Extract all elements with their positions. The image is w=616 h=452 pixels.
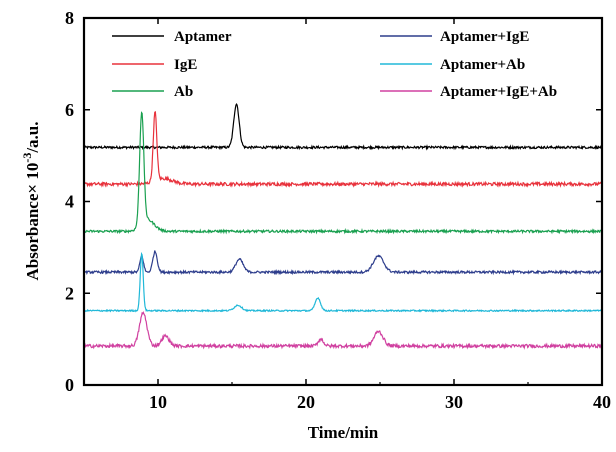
x-tick-label: 20 [297, 392, 315, 412]
legend-label-ab: Ab [174, 84, 193, 100]
axis-ticks [83, 17, 603, 386]
legend-label-aptamer-ige-ab: Aptamer+IgE+Ab [440, 84, 557, 100]
legend-label-ige: IgE [174, 57, 197, 73]
y-tick-label: 0 [65, 375, 74, 395]
y-axis-title: Absorbance× 10-3/a.u. [20, 121, 42, 280]
series-line-ige [83, 110, 603, 188]
y-tick-label: 8 [65, 8, 74, 28]
legend-label-aptamer-ab: Aptamer+Ab [440, 57, 525, 73]
x-axis-title: Time/min [308, 423, 379, 442]
legend: Aptamer IgE Ab Aptamer+IgE Aptamer+Ab Aptamer… [112, 29, 557, 100]
legend-label-aptamer-ige: Aptamer+IgE [440, 29, 529, 45]
y-tick-label: 4 [65, 192, 74, 212]
series-line-aptamer-ab [83, 251, 603, 313]
series-line-ab [83, 111, 603, 235]
y-tick-label: 6 [65, 100, 74, 120]
x-tick-label: 40 [593, 392, 611, 412]
series-line-aptamer-ige [83, 250, 603, 276]
plot-frame [82, 16, 604, 387]
y-axis-title-exponent: -3 [20, 153, 34, 163]
tick-labels: 10 20 30 40 0 2 4 6 8 [65, 8, 611, 412]
series-line-aptamer-ige-ab [83, 310, 603, 350]
y-tick-label: 2 [65, 283, 74, 303]
plot-lines [83, 102, 603, 350]
x-tick-label: 10 [149, 392, 167, 412]
y-axis-title-unit: /a.u. [23, 121, 42, 153]
series-line-aptamer [83, 102, 603, 151]
x-tick-label: 30 [445, 392, 463, 412]
y-axis-title-main: Absorbance× 10 [23, 163, 42, 281]
legend-label-aptamer: Aptamer [174, 29, 232, 45]
